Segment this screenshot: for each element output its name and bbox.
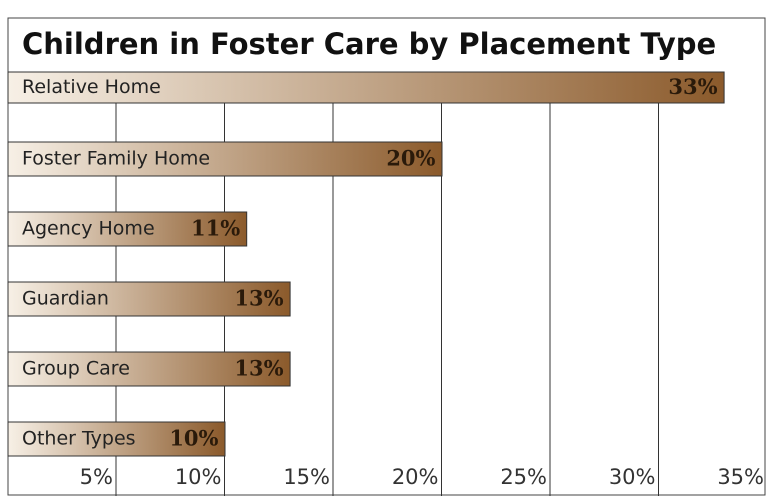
bar: [7, 141, 443, 177]
frame: [7, 17, 766, 496]
value-label: 33%: [668, 74, 717, 99]
x-tick-label: 5%: [80, 465, 113, 489]
value-label: 13%: [234, 286, 283, 311]
bar: [7, 421, 226, 457]
x-tick-label: 20%: [392, 465, 439, 489]
category-label: Relative Home: [22, 76, 161, 98]
bar: [7, 351, 291, 387]
bar: [7, 71, 725, 104]
category-label: Agency Home: [22, 218, 155, 240]
category-label: Group Care: [22, 358, 130, 380]
x-tick-label: 30%: [609, 465, 656, 489]
x-tick-label: 25%: [500, 465, 547, 489]
category-label: Guardian: [22, 288, 109, 310]
value-label: 13%: [234, 356, 283, 381]
category-label: Other Types: [22, 428, 136, 450]
bar: [7, 211, 248, 247]
x-tick-label: 15%: [283, 465, 330, 489]
value-label: 10%: [169, 426, 218, 451]
x-tick-label: 35%: [717, 465, 764, 489]
value-label: 11%: [191, 216, 240, 241]
category-label: Foster Family Home: [22, 148, 210, 170]
x-tick-label: 10%: [175, 465, 222, 489]
chart-title: Children in Foster Care by Placement Typ…: [22, 27, 716, 61]
value-label: 20%: [386, 146, 435, 171]
bar: [7, 281, 291, 317]
